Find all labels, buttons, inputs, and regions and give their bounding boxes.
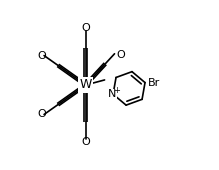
Text: W: W [79, 79, 92, 91]
Text: Br: Br [148, 78, 160, 88]
Text: O: O [117, 50, 125, 60]
Text: O: O [37, 109, 46, 120]
Text: N: N [108, 89, 117, 99]
Text: O: O [81, 137, 90, 147]
Text: O: O [37, 50, 46, 61]
Text: +: + [113, 86, 120, 95]
Text: O: O [81, 23, 90, 33]
